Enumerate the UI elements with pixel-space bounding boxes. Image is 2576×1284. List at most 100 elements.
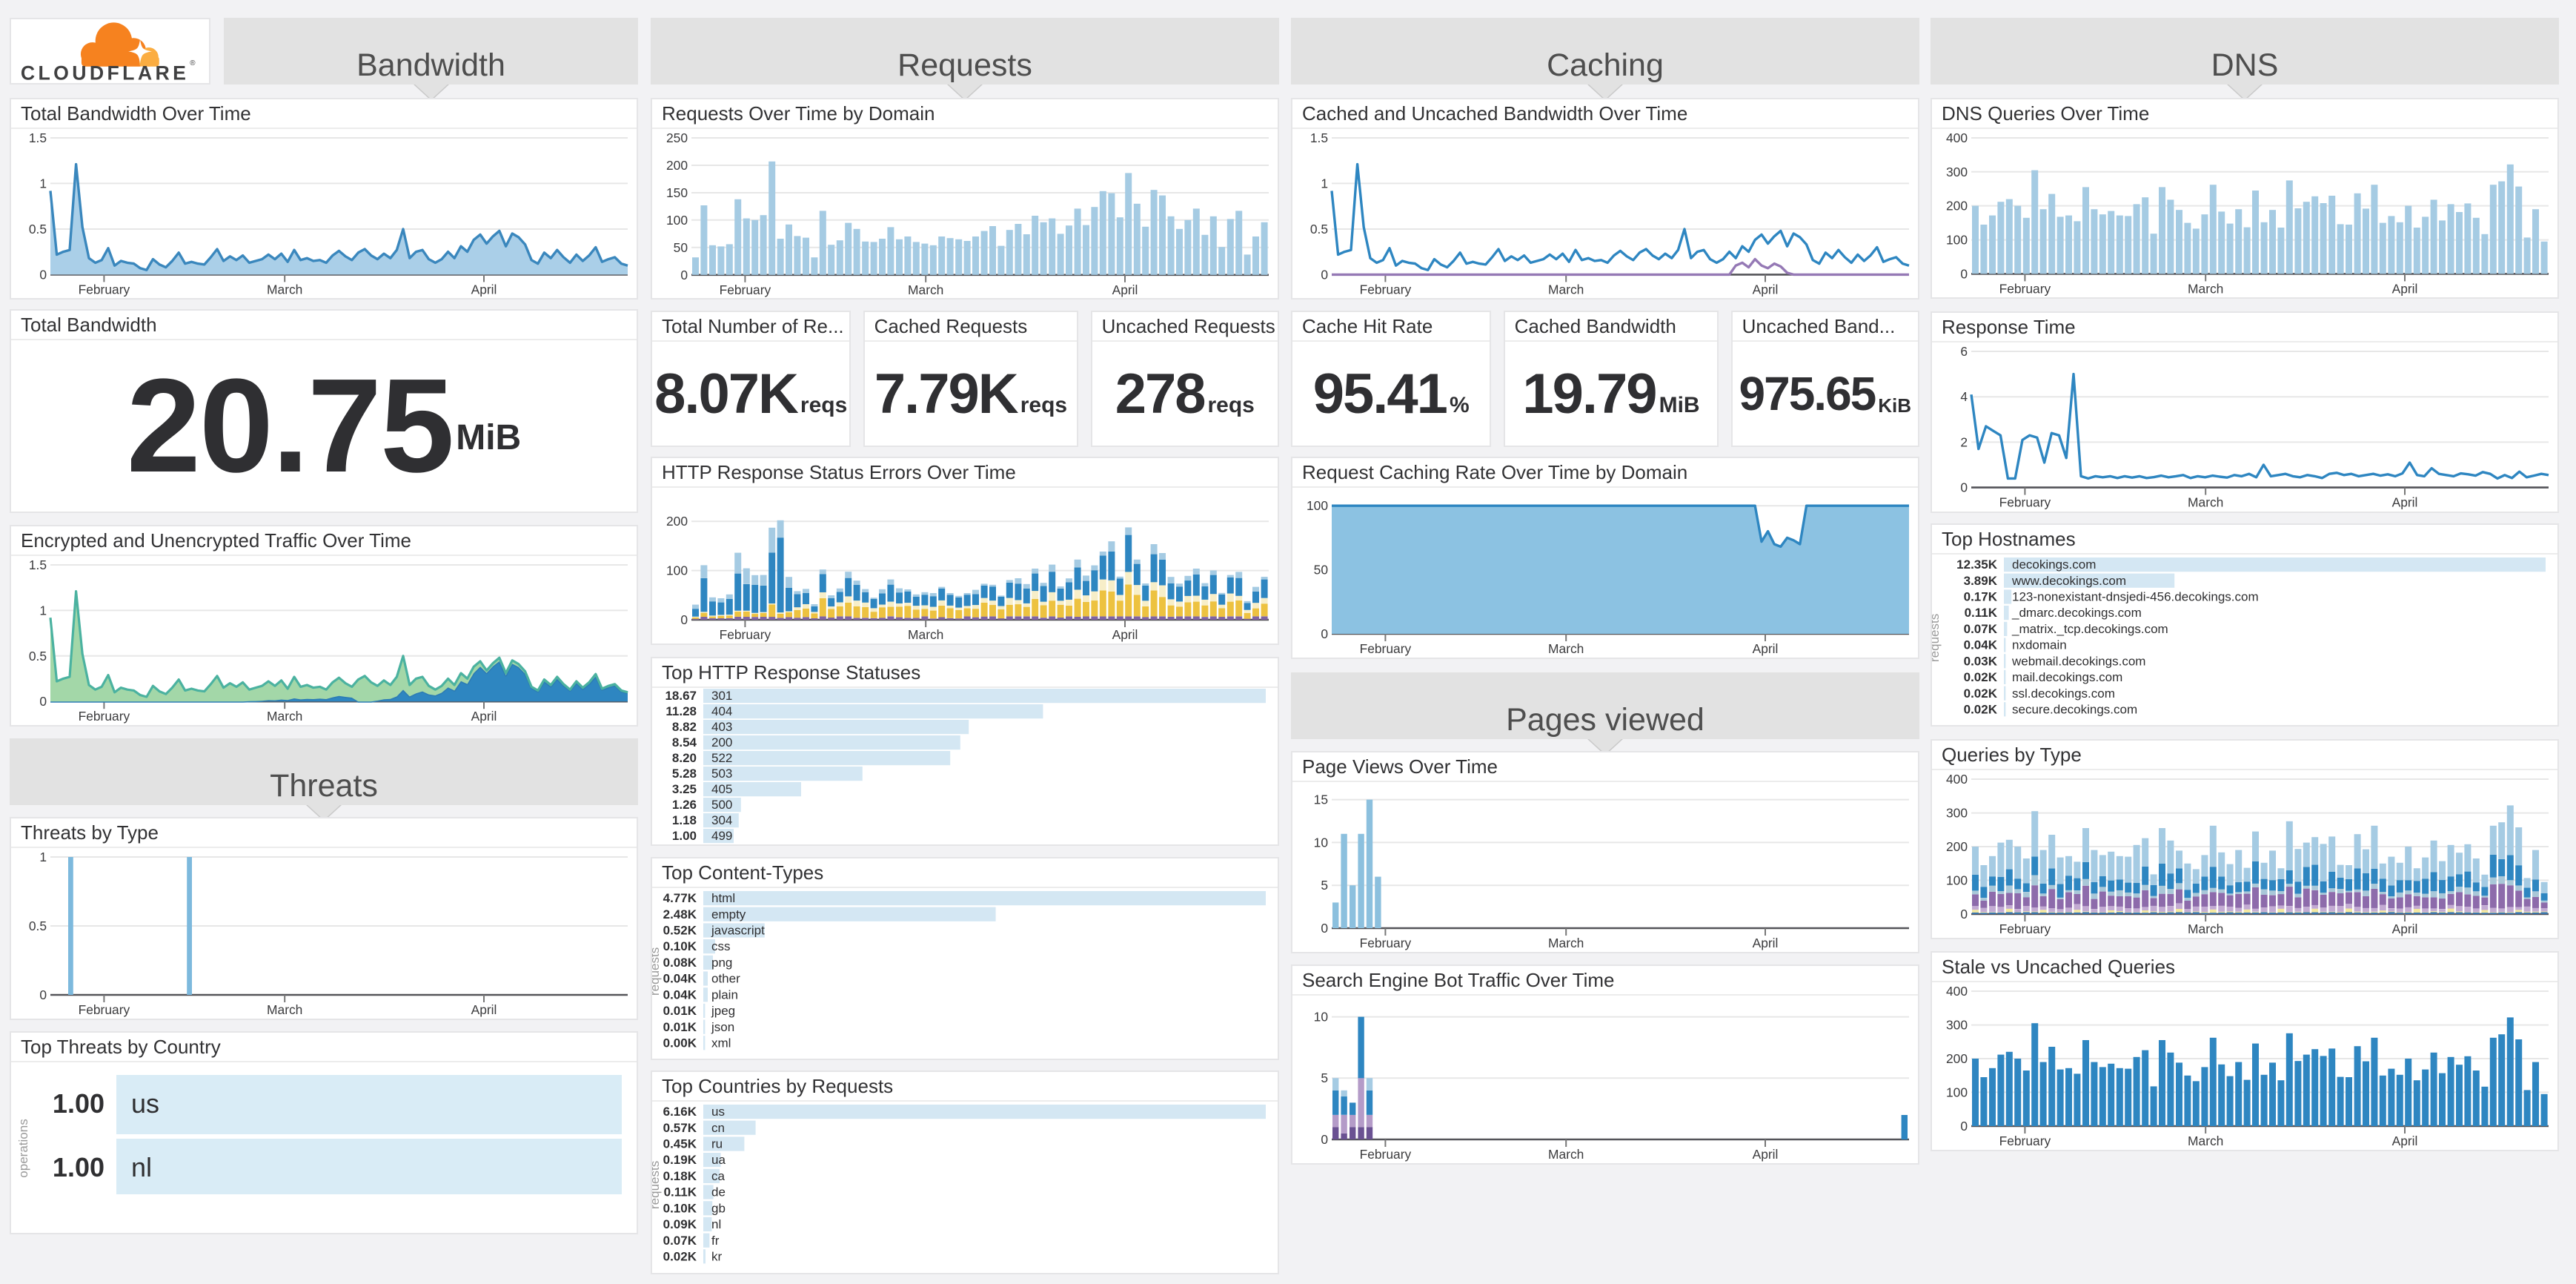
svg-text:March: March [1548,641,1584,656]
svg-text:1.18: 1.18 [672,813,697,827]
svg-text:February: February [720,627,771,642]
svg-text:100: 100 [666,563,688,578]
svg-text:CLOUDFLARE: CLOUDFLARE [21,62,189,85]
svg-text:April: April [471,709,497,724]
svg-text:jpeg: jpeg [711,1004,735,1018]
svg-text:522: 522 [711,751,732,765]
svg-text:html: html [711,891,735,905]
svg-text:6: 6 [1960,344,1968,359]
svg-text:February: February [1360,641,1412,656]
svg-text:0.57K: 0.57K [663,1121,697,1135]
svg-text:April: April [2392,281,2418,296]
svg-text:0.5: 0.5 [29,919,47,933]
svg-text:requests: requests [652,947,662,996]
svg-text:0.02K: 0.02K [1964,686,1998,701]
svg-text:100: 100 [1946,873,1968,887]
svg-text:0: 0 [680,612,688,627]
svg-text:_matrix._tcp.decokings.com: _matrix._tcp.decokings.com [2011,622,2168,636]
svg-text:8.20: 8.20 [672,751,697,765]
svg-text:0: 0 [1960,1119,1968,1134]
svg-text:200: 200 [666,514,688,529]
svg-text:0.02K: 0.02K [1964,702,1998,716]
svg-text:empty: empty [711,907,746,921]
svg-text:April: April [1753,641,1779,656]
svg-text:2: 2 [1960,434,1968,449]
svg-text:0: 0 [1321,626,1328,641]
svg-text:0.18K: 0.18K [663,1169,697,1183]
svg-text:_dmarc.decokings.com: _dmarc.decokings.com [2011,606,2142,620]
svg-text:0: 0 [680,267,688,282]
svg-text:March: March [1548,936,1584,950]
svg-text:50: 50 [674,239,688,254]
svg-text:nxdomain: nxdomain [2012,638,2067,652]
svg-text:February: February [1999,495,2051,510]
svg-text:300: 300 [1946,1018,1968,1033]
svg-text:0.10K: 0.10K [663,1201,697,1215]
svg-text:®: ® [190,59,196,67]
svg-text:1.00: 1.00 [53,1088,104,1119]
svg-text:April: April [1753,282,1779,297]
svg-text:0: 0 [1321,1132,1328,1147]
svg-text:0.04K: 0.04K [663,972,697,986]
svg-text:405: 405 [711,782,732,796]
svg-text:0: 0 [1960,907,1968,921]
svg-text:0.04K: 0.04K [1964,638,1998,652]
svg-text:ca: ca [711,1169,726,1183]
svg-text:2.48K: 2.48K [663,907,697,921]
svg-text:15: 15 [1314,792,1328,807]
svg-text:500: 500 [711,798,732,812]
svg-text:1: 1 [39,176,47,191]
svg-text:0.19K: 0.19K [663,1153,697,1167]
svg-text:de: de [711,1185,726,1199]
svg-text:499: 499 [711,829,732,843]
svg-text:1.5: 1.5 [29,557,47,572]
svg-text:April: April [471,1002,497,1017]
svg-text:0.01K: 0.01K [663,1020,697,1034]
svg-text:200: 200 [1946,839,1968,854]
svg-text:xml: xml [711,1036,731,1050]
svg-text:February: February [1999,1134,2051,1148]
svg-text:3.89K: 3.89K [1964,574,1998,588]
svg-text:403: 403 [711,720,732,734]
svg-text:kr: kr [711,1249,723,1263]
svg-text:0.11K: 0.11K [664,1185,697,1199]
svg-text:304: 304 [711,813,732,827]
svg-text:February: February [1999,921,2051,936]
svg-text:March: March [267,282,302,297]
svg-text:requests: requests [1932,614,1942,662]
svg-text:11.28: 11.28 [665,704,697,718]
svg-text:us: us [711,1105,725,1119]
svg-text:www.decokings.com: www.decokings.com [2011,574,2126,588]
svg-text:18.67: 18.67 [665,689,697,703]
svg-text:February: February [1360,1147,1412,1162]
svg-text:0.52K: 0.52K [663,924,697,938]
svg-text:0.5: 0.5 [29,222,47,236]
svg-text:April: April [1753,936,1779,950]
svg-text:February: February [79,1002,130,1017]
svg-text:April: April [1112,627,1138,642]
svg-text:50: 50 [1314,563,1328,578]
svg-text:400: 400 [1946,130,1968,145]
svg-text:April: April [1112,282,1138,297]
svg-text:ru: ru [711,1137,723,1151]
svg-text:decokings.com: decokings.com [2012,557,2096,572]
svg-text:nl: nl [131,1152,152,1182]
svg-text:other: other [711,972,740,986]
svg-text:10: 10 [1314,1010,1328,1025]
svg-text:February: February [1360,936,1412,950]
svg-text:1.5: 1.5 [1310,130,1328,145]
svg-text:March: March [1548,282,1584,297]
svg-text:0: 0 [39,987,47,1002]
svg-text:0.01K: 0.01K [663,1004,697,1018]
svg-text:404: 404 [711,704,732,718]
svg-text:March: March [2188,1134,2223,1148]
svg-text:March: March [1548,1147,1584,1162]
svg-text:300: 300 [1946,806,1968,821]
svg-text:webmail.decokings.com: webmail.decokings.com [2011,654,2145,668]
svg-text:April: April [2392,921,2418,936]
svg-text:March: March [2188,495,2223,510]
svg-text:0.00K: 0.00K [663,1036,697,1050]
svg-text:secure.decokings.com: secure.decokings.com [2012,702,2137,716]
svg-text:April: April [471,282,497,297]
svg-text:100: 100 [1307,498,1328,513]
